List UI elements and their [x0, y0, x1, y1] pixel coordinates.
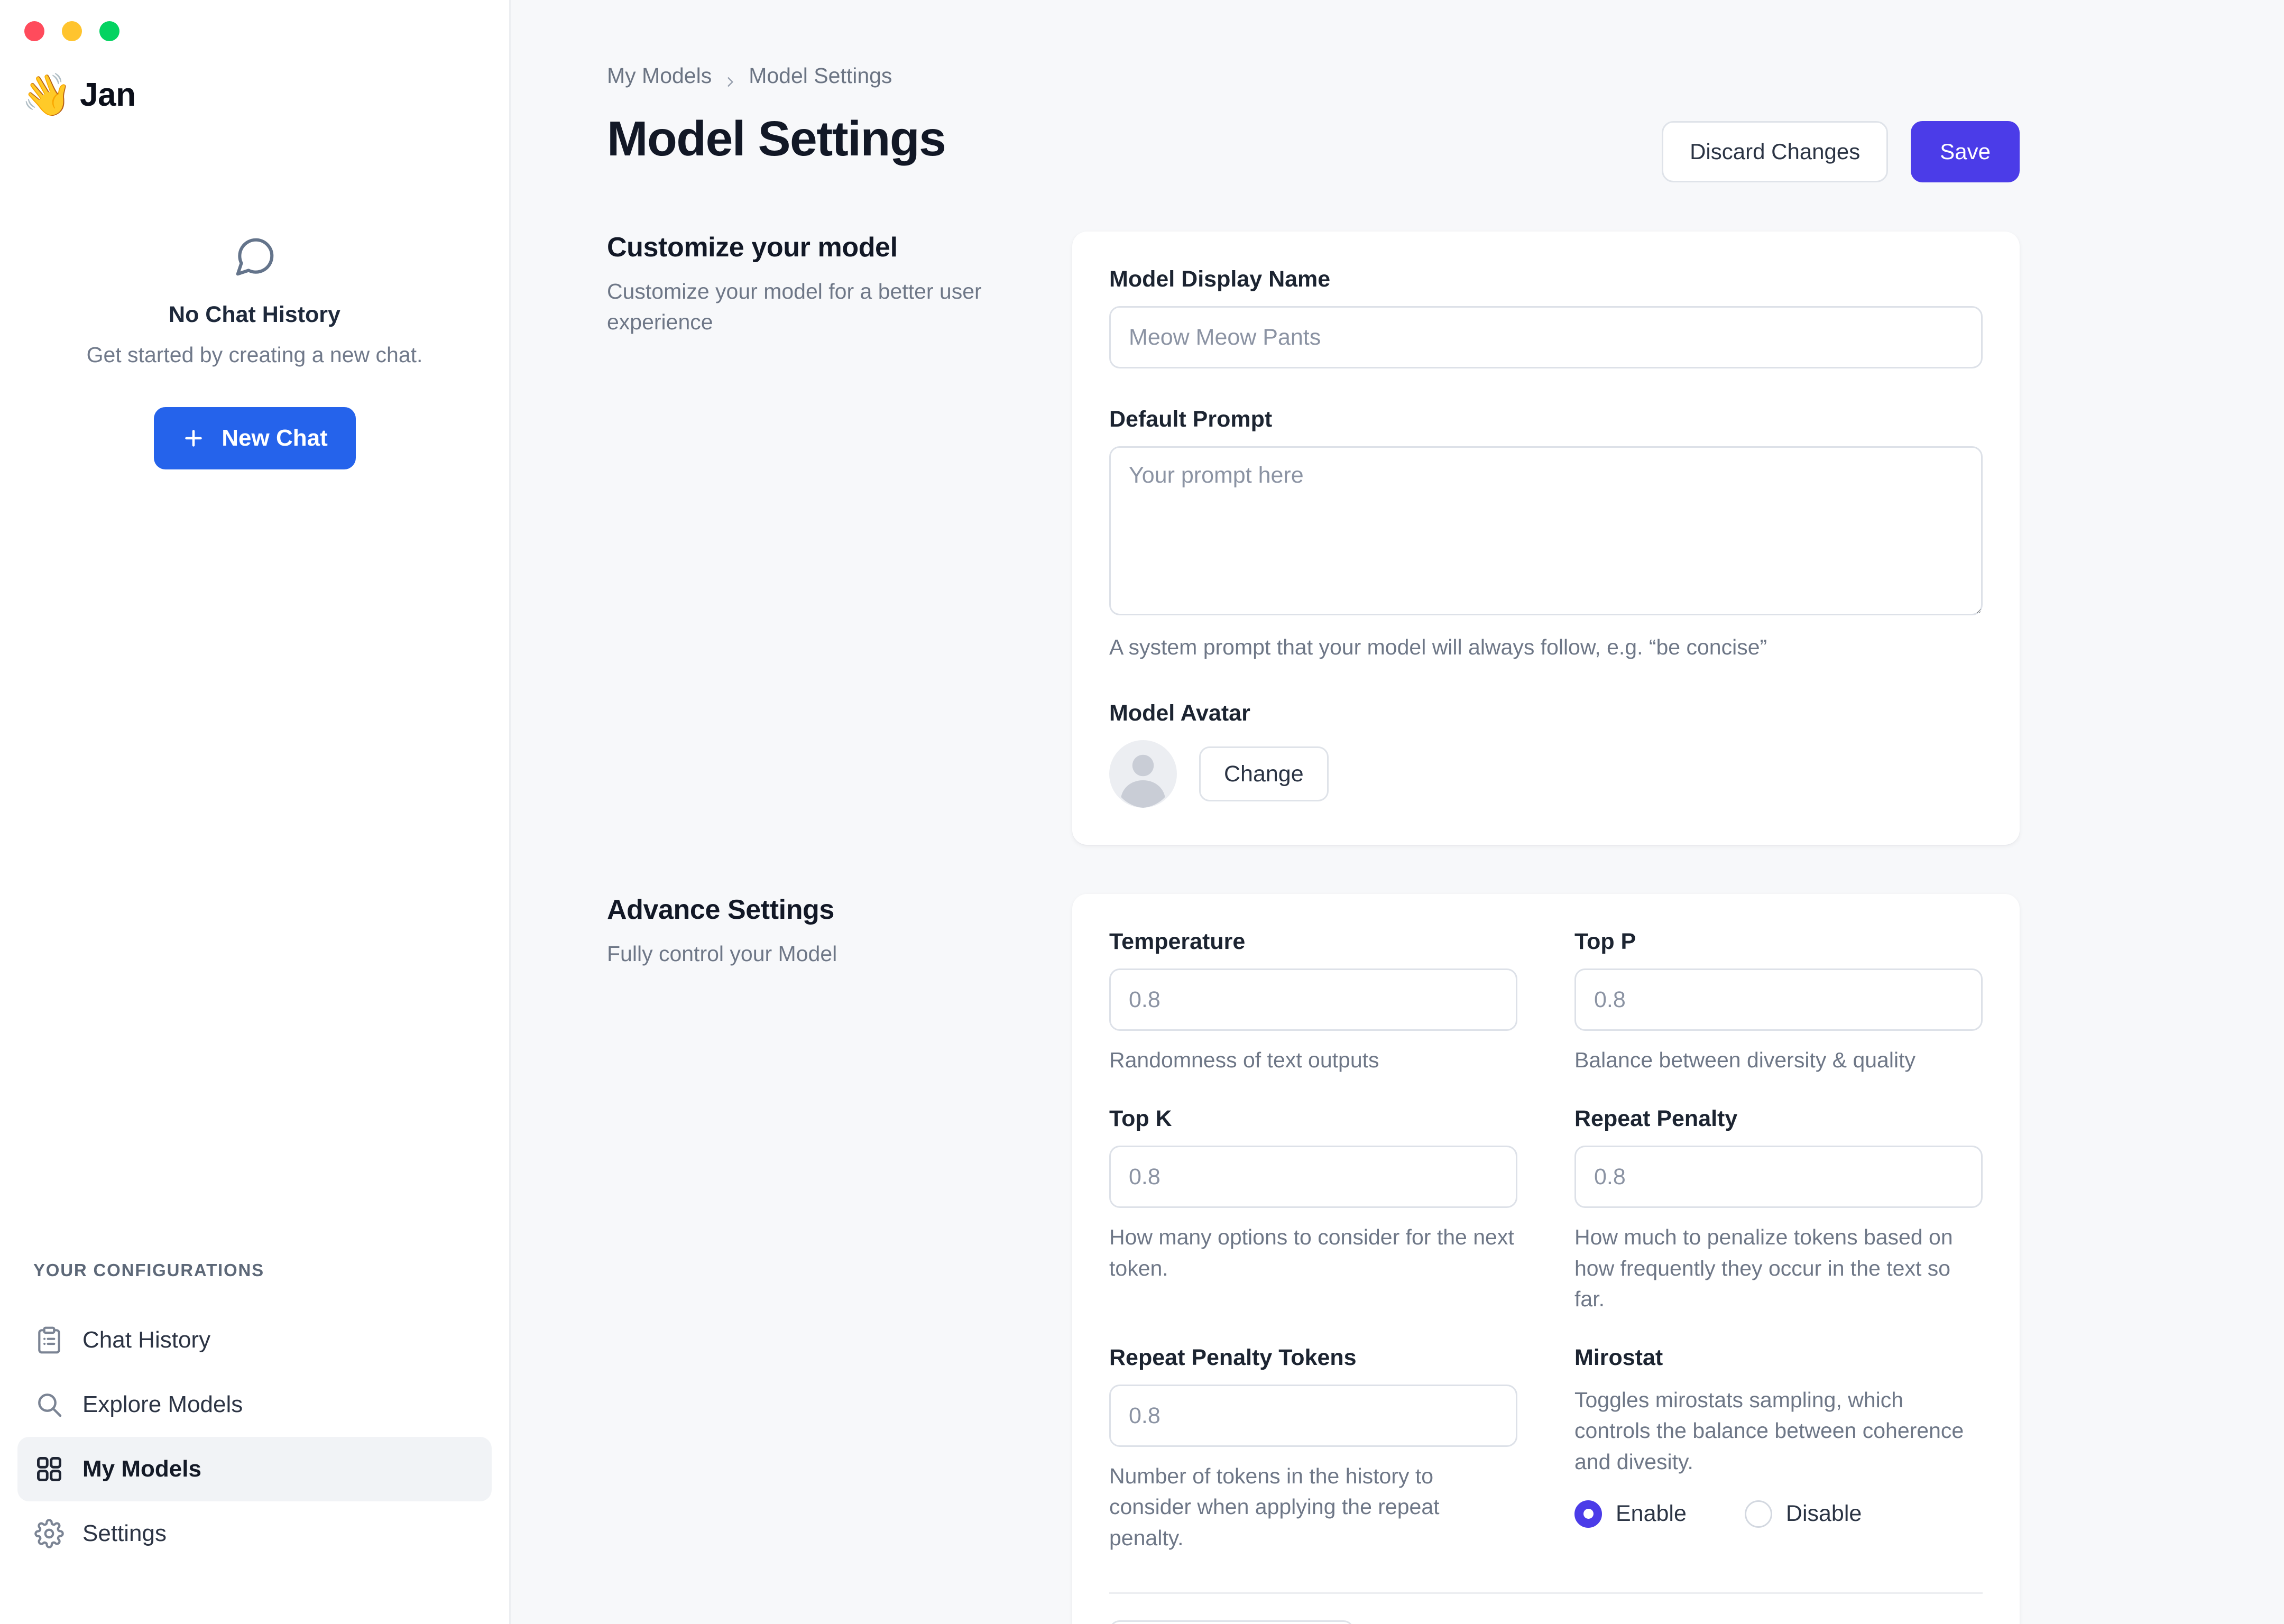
advance-settings-card: Temperature Randomness of text outputs T… — [1072, 894, 2020, 1624]
app-brand: 👋 Jan — [0, 41, 509, 115]
advance-section-info: Advance Settings Fully control your Mode… — [607, 894, 1072, 969]
mirostat-disable-option[interactable]: Disable — [1744, 1500, 1862, 1528]
chat-history-empty-state: No Chat History Get started by creating … — [0, 234, 509, 469]
top-p-hint: Balance between diversity & quality — [1574, 1048, 1915, 1073]
maximize-window-button[interactable] — [99, 21, 119, 41]
waving-hand-icon: 👋 — [21, 71, 73, 118]
model-display-name-label: Model Display Name — [1109, 266, 1331, 292]
sidebar-item-label: Explore Models — [82, 1391, 243, 1417]
sidebar-item-chat-history[interactable]: Chat History — [17, 1308, 492, 1372]
customize-section-desc: Customize your model for a better user e… — [607, 279, 982, 335]
main-content: My Models Model Settings Model Settings … — [511, 0, 2284, 1624]
reset-to-default-button[interactable]: Reset to Default — [1109, 1620, 1355, 1624]
top-k-input[interactable] — [1109, 1146, 1517, 1208]
model-display-name-field: Model Display Name — [1109, 266, 1983, 368]
repeat-penalty-tokens-label: Repeat Penalty Tokens — [1109, 1345, 1357, 1371]
advance-section-title: Advance Settings — [607, 894, 834, 926]
repeat-penalty-tokens-hint: Number of tokens in the history to consi… — [1109, 1464, 1440, 1550]
change-avatar-button[interactable]: Change — [1199, 746, 1329, 802]
chat-bubble-icon — [232, 234, 278, 280]
gear-icon — [34, 1519, 64, 1548]
repeat-penalty-hint: How much to penalize tokens based on how… — [1574, 1225, 1953, 1311]
radio-unselected-icon[interactable] — [1744, 1500, 1772, 1528]
top-p-label: Top P — [1574, 929, 1636, 955]
top-k-label: Top K — [1109, 1106, 1172, 1132]
sidebar-item-label: Chat History — [82, 1327, 211, 1353]
mirostat-label: Mirostat — [1574, 1345, 1663, 1371]
card-divider — [1109, 1592, 1983, 1594]
model-display-name-input[interactable] — [1109, 306, 1983, 368]
repeat-penalty-tokens-field: Repeat Penalty Tokens Number of tokens i… — [1109, 1345, 1517, 1584]
temperature-input[interactable] — [1109, 968, 1517, 1031]
advance-settings-grid: Temperature Randomness of text outputs T… — [1109, 929, 1983, 1584]
top-k-hint: How many options to consider for the nex… — [1109, 1225, 1514, 1280]
empty-state-subtitle: Get started by creating a new chat. — [86, 343, 423, 367]
configurations-heading: YOUR CONFIGURATIONS — [33, 1260, 264, 1280]
temperature-field: Temperature Randomness of text outputs — [1109, 929, 1517, 1106]
default-prompt-textarea[interactable] — [1109, 446, 1983, 615]
chevron-right-icon — [723, 69, 737, 87]
sidebar-item-explore-models[interactable]: Explore Models — [17, 1372, 492, 1437]
repeat-penalty-field: Repeat Penalty How much to penalize toke… — [1574, 1106, 1983, 1345]
sidebar-item-label: My Models — [82, 1456, 201, 1482]
save-button[interactable]: Save — [1911, 121, 2020, 182]
close-window-button[interactable] — [24, 21, 44, 41]
temperature-label: Temperature — [1109, 929, 1246, 955]
mirostat-enable-label: Enable — [1616, 1501, 1687, 1527]
empty-state-title: No Chat History — [169, 302, 340, 327]
new-chat-label: New Chat — [222, 425, 328, 451]
mirostat-disable-label: Disable — [1785, 1501, 1862, 1527]
sidebar-configurations: YOUR CONFIGURATIONS Chat History — [0, 1260, 509, 1624]
customize-model-section: Customize your model Customize your mode… — [607, 232, 2020, 845]
advance-settings-section: Advance Settings Fully control your Mode… — [607, 894, 2020, 1624]
default-prompt-hint: A system prompt that your model will alw… — [1109, 635, 1767, 659]
customize-model-card: Model Display Name Default Prompt A syst… — [1072, 232, 2020, 845]
repeat-penalty-label: Repeat Penalty — [1574, 1106, 1738, 1132]
plus-icon — [181, 426, 206, 450]
default-prompt-label: Default Prompt — [1109, 407, 1273, 432]
repeat-penalty-tokens-input[interactable] — [1109, 1385, 1517, 1447]
top-p-input[interactable] — [1574, 968, 1983, 1031]
advance-section-desc: Fully control your Model — [607, 942, 837, 966]
customize-section-info: Customize your model Customize your mode… — [607, 232, 1072, 337]
radio-selected-icon[interactable] — [1574, 1500, 1602, 1528]
discard-changes-button[interactable]: Discard Changes — [1662, 121, 1889, 182]
page-title: Model Settings — [607, 111, 946, 166]
mirostat-enable-option[interactable]: Enable — [1574, 1500, 1687, 1528]
sidebar-item-label: Settings — [82, 1520, 167, 1546]
model-avatar-field: Model Avatar Change — [1109, 700, 1983, 808]
temperature-hint: Randomness of text outputs — [1109, 1048, 1379, 1073]
mirostat-radio-group: Enable Disable — [1574, 1500, 1983, 1528]
sidebar-item-my-models[interactable]: My Models — [17, 1437, 492, 1501]
breadcrumb: My Models Model Settings — [607, 63, 2020, 88]
top-k-field: Top K How many options to consider for t… — [1109, 1106, 1517, 1345]
page-header: Model Settings Discard Changes Save — [607, 110, 2020, 182]
customize-section-title: Customize your model — [607, 232, 898, 263]
breadcrumb-my-models[interactable]: My Models — [607, 63, 712, 88]
repeat-penalty-input[interactable] — [1574, 1146, 1983, 1208]
model-avatar-row: Change — [1109, 740, 1983, 808]
model-avatar-label: Model Avatar — [1109, 700, 1250, 726]
user-avatar-icon — [1109, 740, 1177, 808]
mirostat-description: Toggles mirostats sampling, which contro… — [1574, 1388, 1964, 1474]
app-name: Jan — [80, 76, 136, 113]
header-actions: Discard Changes Save — [1662, 110, 2020, 182]
new-chat-button[interactable]: New Chat — [153, 407, 356, 469]
default-prompt-field: Default Prompt A system prompt that your… — [1109, 407, 1983, 662]
clipboard-list-icon — [34, 1325, 64, 1355]
sidebar: 👋 Jan No Chat History Get started by cre… — [0, 0, 511, 1624]
search-icon — [34, 1390, 64, 1419]
grid-squares-icon — [34, 1454, 64, 1484]
window-traffic-lights — [0, 0, 509, 41]
breadcrumb-model-settings[interactable]: Model Settings — [749, 63, 892, 88]
minimize-window-button[interactable] — [62, 21, 82, 41]
mirostat-field: Mirostat Toggles mirostats sampling, whi… — [1574, 1345, 1983, 1584]
sidebar-item-settings[interactable]: Settings — [17, 1501, 492, 1566]
top-p-field: Top P Balance between diversity & qualit… — [1574, 929, 1983, 1106]
